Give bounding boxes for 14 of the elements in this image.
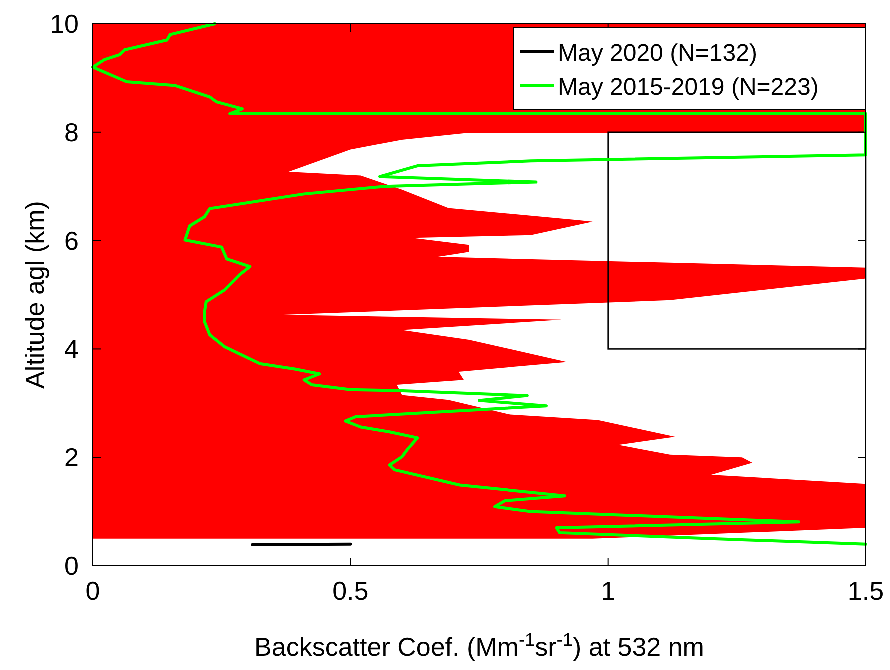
y-tick-label: 2 [64,442,79,473]
legend-label: May 2015-2019 (N=223) [558,74,819,101]
x-tick-label: 0 [86,576,100,606]
x-axis-title: Backscatter Coef. (Mm$^{-1}$sr$^{-1}$) at 532 nm [254,630,704,662]
x-tick-label: 0.5 [332,576,369,606]
y-tick-label: 0 [64,551,79,581]
y-tick-label: 8 [64,117,79,148]
y-tick-label: 10 [50,9,79,39]
x-tick-label: 1 [601,576,616,606]
y-tick-label: 4 [64,334,79,364]
legend-label: May 2020 (N=132) [558,40,758,67]
x-tick-label: 1.5 [848,576,884,606]
y-tick-label: 6 [64,226,79,256]
y-axis-title: Altitude agl (km) [20,201,50,389]
